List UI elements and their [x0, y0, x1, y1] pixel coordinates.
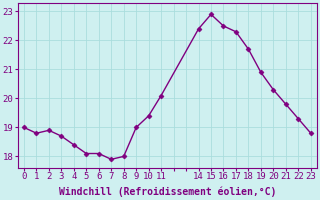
- X-axis label: Windchill (Refroidissement éolien,°C): Windchill (Refroidissement éolien,°C): [59, 187, 276, 197]
